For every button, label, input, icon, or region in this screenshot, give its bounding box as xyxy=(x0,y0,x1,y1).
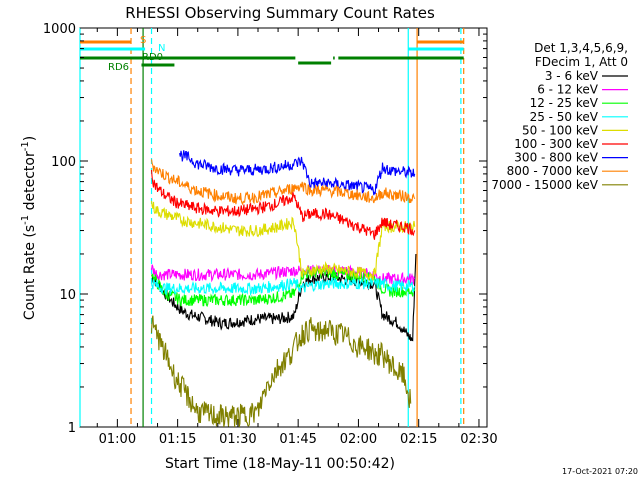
series-line-0 xyxy=(151,253,417,342)
flag-label-rd6: RD6 xyxy=(108,62,129,73)
series-line-8 xyxy=(150,315,412,428)
y-axis-title-sup1: -1 xyxy=(20,215,31,225)
y-axis-title-mid: detector xyxy=(22,151,38,215)
legend-header-line-2: FDecim 1, Att 0 xyxy=(535,55,628,69)
legend: Det 1,3,4,5,6,9, FDecim 1, Att 0 3 - 6 k… xyxy=(491,41,628,192)
legend-label-7: 800 - 7000 keV xyxy=(507,164,599,178)
flag-label-rd0: RD0 xyxy=(142,52,163,63)
y-tick-label-1: 10 xyxy=(59,288,76,303)
series-line-7 xyxy=(150,159,416,206)
flag-label-n: N xyxy=(158,43,165,54)
x-tick-label-6: 02:30 xyxy=(460,432,497,447)
series-line-4 xyxy=(150,200,416,281)
x-tick-label-4: 02:00 xyxy=(340,432,377,447)
x-tick-label-3: 01:45 xyxy=(279,432,316,447)
y-axis-title-sup2: -1 xyxy=(20,141,31,151)
x-axis-title: Start Time (18-May-11 00:50:42) xyxy=(165,456,395,472)
observation-flag-bars xyxy=(80,40,464,67)
legend-label-4: 50 - 100 keV xyxy=(522,123,599,137)
y-axis-title-main: Count Rate (s xyxy=(22,225,38,320)
series-line-6 xyxy=(179,150,416,196)
axes: 01:00 01:15 01:30 01:45 02:00 02:15 02:30 1 10 10… xyxy=(43,22,498,447)
legend-label-5: 100 - 300 keV xyxy=(514,137,598,151)
footer-timestamp: 17-Oct-2021 07:20 xyxy=(562,467,638,476)
series-line-5 xyxy=(150,169,416,240)
y-tick-label-0: 1 xyxy=(68,421,76,436)
x-tick-label-2: 01:30 xyxy=(219,432,256,447)
legend-label-3: 25 - 50 keV xyxy=(530,110,599,124)
legend-label-2: 12 - 25 keV xyxy=(530,96,599,110)
x-tick-label-0: 01:00 xyxy=(99,432,136,447)
flag-label-s: S xyxy=(140,35,146,46)
y-axis-title: Count Rate (s-1 detector-1) xyxy=(20,136,38,320)
x-tick-label-5: 02:15 xyxy=(400,432,437,447)
chart-title: RHESSI Observing Summary Count Rates xyxy=(125,4,435,22)
series-lines xyxy=(150,150,417,428)
legend-label-8: 7000 - 15000 keV xyxy=(491,178,598,192)
y-tick-label-3: 1000 xyxy=(43,22,76,37)
legend-header-line-1: Det 1,3,4,5,6,9, xyxy=(534,41,628,55)
legend-label-0: 3 - 6 keV xyxy=(545,69,599,83)
series-line-3 xyxy=(150,276,416,297)
x-tick-label-1: 01:15 xyxy=(159,432,196,447)
legend-label-1: 6 - 12 keV xyxy=(537,83,599,97)
y-axis-title-end: ) xyxy=(22,136,38,141)
event-markers xyxy=(79,28,465,427)
legend-label-6: 300 - 800 keV xyxy=(514,151,598,165)
y-tick-label-2: 100 xyxy=(51,155,76,170)
